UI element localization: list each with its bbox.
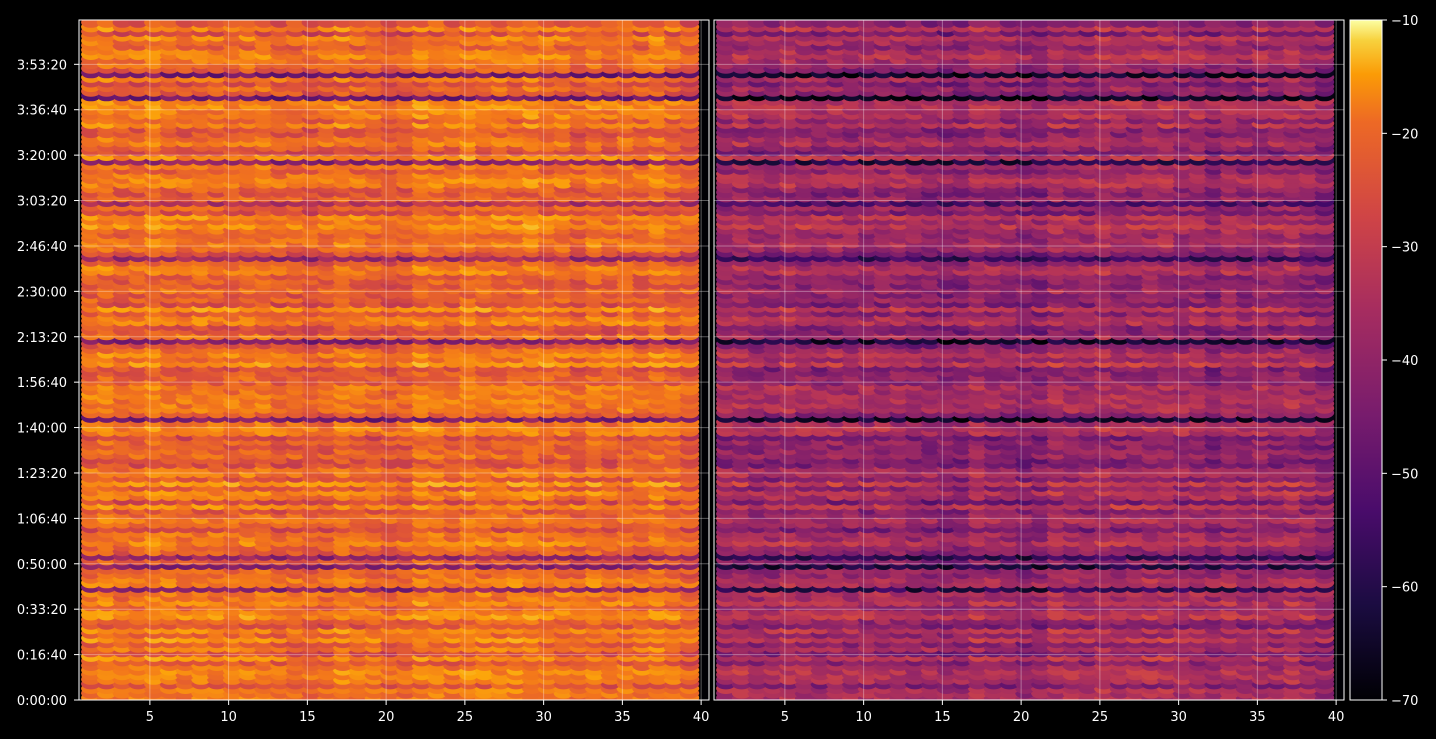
panel-left: 5 10 15 20 25 30 35 40 bbox=[78, 19, 710, 725]
panel-left-cells bbox=[81, 20, 700, 700]
